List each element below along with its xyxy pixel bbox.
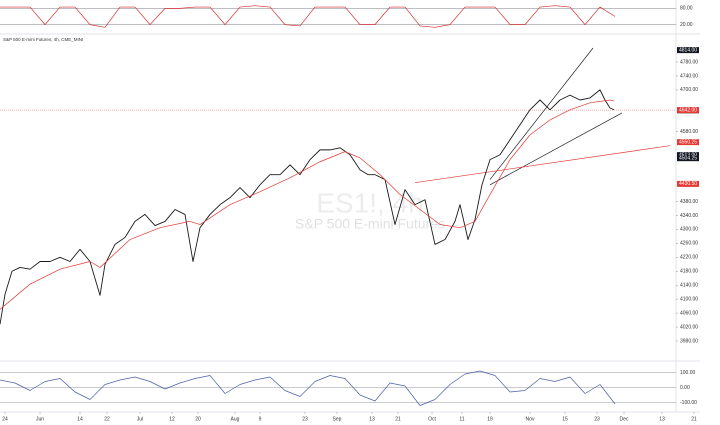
- x-tick-label: 15: [562, 416, 568, 422]
- x-tick-label: 20: [195, 416, 201, 422]
- x-tick-label: 24: [2, 416, 8, 422]
- x-tick-label: 11: [459, 416, 464, 422]
- y-tick-label: 4580.00: [680, 129, 698, 135]
- trendline: [489, 47, 594, 180]
- x-tick-label: 21: [395, 416, 401, 422]
- y-tick-label: 4060.00: [680, 310, 698, 316]
- price-label-box: [677, 152, 699, 159]
- price-label: 4642.00: [679, 107, 697, 113]
- x-tick-label: 22: [104, 416, 110, 422]
- series-line: [0, 99, 615, 310]
- price-label: 4814.00: [679, 47, 697, 53]
- x-tick-label: Sep: [333, 416, 342, 422]
- y-tick-label: 4100.00: [680, 297, 698, 303]
- series-line: [0, 89, 615, 325]
- watermark: ES1!, 4h: [316, 187, 423, 218]
- y-tick-label: 4020.00: [680, 324, 698, 330]
- y-tick-label: 4220.00: [680, 255, 698, 261]
- x-tick-label: 23: [594, 416, 600, 422]
- x-tick-label: Nov: [526, 416, 535, 422]
- watermark-subtitle: S&P 500 E-mini Futures: [295, 216, 445, 232]
- y-tick-label: 4380.00: [680, 199, 698, 205]
- x-tick-label: 13: [369, 416, 375, 422]
- y-tick-label: 4700.00: [680, 87, 698, 93]
- y-tick-label: 3980.00: [680, 338, 698, 344]
- trendline: [414, 145, 671, 184]
- price-label-box: [677, 139, 699, 146]
- price-label-box: [677, 107, 699, 114]
- price-label-box: [677, 47, 699, 54]
- x-tick-label: 9: [259, 416, 262, 422]
- price-label: 4430.50: [679, 181, 697, 187]
- x-tick-label: Jul: [137, 416, 143, 422]
- x-tick-label: 19: [487, 416, 493, 422]
- y-tick-label: 4180.00: [680, 269, 698, 275]
- x-tick-label: 21: [691, 416, 697, 422]
- y-tick-label: 4740.00: [680, 73, 698, 79]
- x-tick-label: 14: [77, 416, 83, 422]
- x-tick-label: Jun: [36, 416, 44, 422]
- price-label: 4504.25: [679, 155, 697, 161]
- y-tick-label: 80.00: [680, 6, 693, 12]
- y-tick-label: 4260.00: [680, 241, 698, 247]
- trendline: [489, 112, 623, 186]
- x-tick-label: Aug: [231, 416, 240, 422]
- y-tick-label: 20.00: [680, 22, 693, 28]
- x-tick-label: 23: [302, 416, 308, 422]
- y-tick-label: 100.00: [680, 370, 696, 376]
- x-tick-label: 12: [169, 416, 175, 422]
- y-tick-label: 4340.00: [680, 213, 698, 219]
- chart-title: S&P 500 E-mini Futures, 4h, CME_MINI: [3, 37, 83, 42]
- series-line: [0, 370, 616, 406]
- price-label-box: [677, 155, 699, 162]
- y-tick-label: 0.00: [680, 385, 690, 391]
- y-tick-label: 4780.00: [680, 59, 698, 65]
- price-label-box: [677, 180, 699, 187]
- x-tick-label: 13: [659, 416, 665, 422]
- y-tick-label: 4300.00: [680, 227, 698, 233]
- x-tick-label: Oct: [428, 416, 436, 422]
- y-tick-label: -100.00: [680, 400, 697, 406]
- price-label: 4550.25: [679, 139, 697, 145]
- y-tick-label: 4140.00: [680, 283, 698, 289]
- series-line: [0, 5, 616, 28]
- x-tick-label: Dec: [620, 416, 629, 422]
